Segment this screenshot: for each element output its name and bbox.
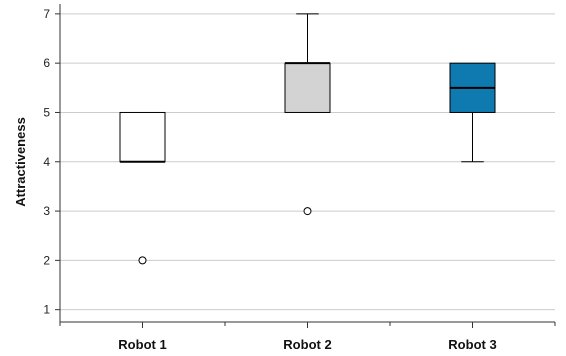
y-axis-title: Attractiveness [13, 117, 28, 207]
boxes [119, 13, 496, 265]
x-category-label: Robot 2 [283, 337, 331, 352]
outlier-point [138, 256, 147, 265]
y-tick-label: 2 [43, 253, 50, 267]
y-tick-label: 3 [43, 204, 50, 218]
y-tick-label: 5 [43, 105, 50, 119]
box-2 [284, 13, 331, 216]
box-1 [119, 111, 166, 265]
y-tick-label: 6 [43, 56, 50, 70]
box-body [284, 62, 331, 113]
box-3 [449, 62, 496, 163]
x-category-label: Robot 1 [118, 337, 166, 352]
outlier-point [303, 207, 312, 216]
box-body [119, 111, 166, 163]
y-tick-label: 7 [43, 7, 50, 21]
y-tick-label: 1 [43, 303, 50, 317]
y-tick-label: 4 [43, 155, 50, 169]
x-category-label: Robot 3 [448, 337, 496, 352]
axes: 1 2 3 4 5 6 7 Robot 1 Robot 2 Robot 3 [43, 4, 556, 352]
